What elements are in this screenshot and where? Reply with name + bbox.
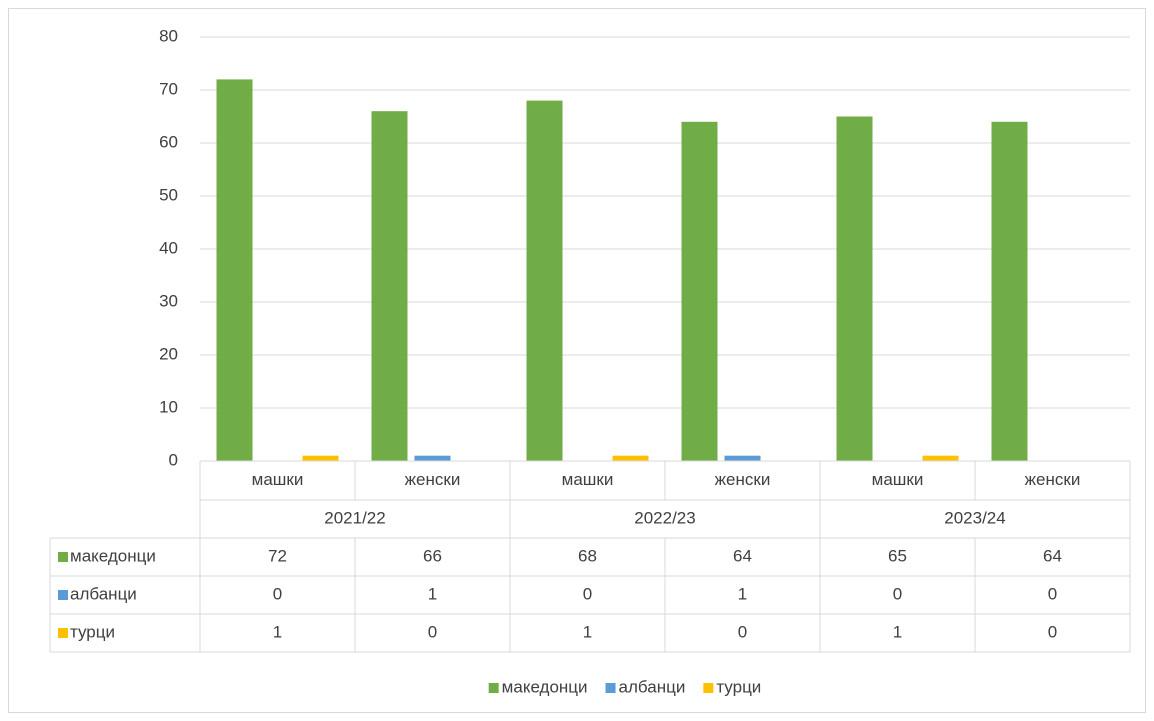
bar: [681, 121, 718, 462]
table-value: 0: [273, 584, 282, 603]
table-value: 65: [888, 546, 907, 565]
bar: [724, 455, 761, 461]
table-value: 64: [1043, 546, 1062, 565]
bar: [216, 79, 253, 462]
table-series-name: македонци: [70, 546, 156, 565]
bar: [612, 455, 649, 461]
category-group-label: 2023/24: [944, 508, 1005, 527]
y-tick-label: 10: [159, 397, 178, 416]
table-value: 1: [893, 622, 902, 641]
bar: [371, 111, 408, 461]
bar: [302, 455, 339, 461]
bar: [836, 116, 873, 461]
category-group-label: 2021/22: [324, 508, 385, 527]
table-series-name: албанци: [70, 584, 137, 603]
table-value: 64: [733, 546, 752, 565]
x-tick-label: машки: [872, 470, 924, 489]
table-value: 0: [1048, 622, 1057, 641]
table-value: 1: [583, 622, 592, 641]
table-value: 0: [583, 584, 592, 603]
y-tick-label: 70: [159, 79, 178, 98]
table-value: 0: [428, 622, 437, 641]
table-series-name: турци: [70, 622, 115, 641]
y-tick-label: 50: [159, 185, 178, 204]
x-tick-label: машки: [252, 470, 304, 489]
legend-label: турци: [716, 677, 761, 696]
legend-key: [488, 683, 499, 693]
y-tick-label: 20: [159, 344, 178, 363]
legend-key: [605, 683, 616, 693]
table-value: 0: [1048, 584, 1057, 603]
table-legend-key: [58, 590, 68, 600]
bar: [526, 100, 563, 461]
table-legend-key: [58, 552, 68, 562]
x-tick-label: женски: [405, 470, 461, 489]
legend-label: македонци: [502, 677, 588, 696]
bar: [991, 121, 1028, 462]
y-tick-label: 60: [159, 132, 178, 151]
x-tick-label: женски: [715, 470, 771, 489]
table-value: 1: [738, 584, 747, 603]
table-value: 0: [893, 584, 902, 603]
table-value: 1: [273, 622, 282, 641]
table-value: 72: [268, 546, 287, 565]
category-group-label: 2022/23: [634, 508, 695, 527]
y-tick-label: 80: [159, 26, 178, 45]
table-value: 1: [428, 584, 437, 603]
x-tick-label: машки: [562, 470, 614, 489]
x-tick-label: женски: [1025, 470, 1081, 489]
y-tick-label: 40: [159, 238, 178, 257]
legend-label: албанци: [619, 677, 686, 696]
table-value: 66: [423, 546, 442, 565]
y-tick-label: 0: [169, 450, 178, 469]
chart-frame: [8, 8, 1146, 713]
table-value: 68: [578, 546, 597, 565]
y-tick-label: 30: [159, 291, 178, 310]
bar: [922, 455, 959, 461]
legend-key: [703, 683, 714, 693]
table-legend-key: [58, 628, 68, 638]
bar: [414, 455, 451, 461]
table-value: 0: [738, 622, 747, 641]
